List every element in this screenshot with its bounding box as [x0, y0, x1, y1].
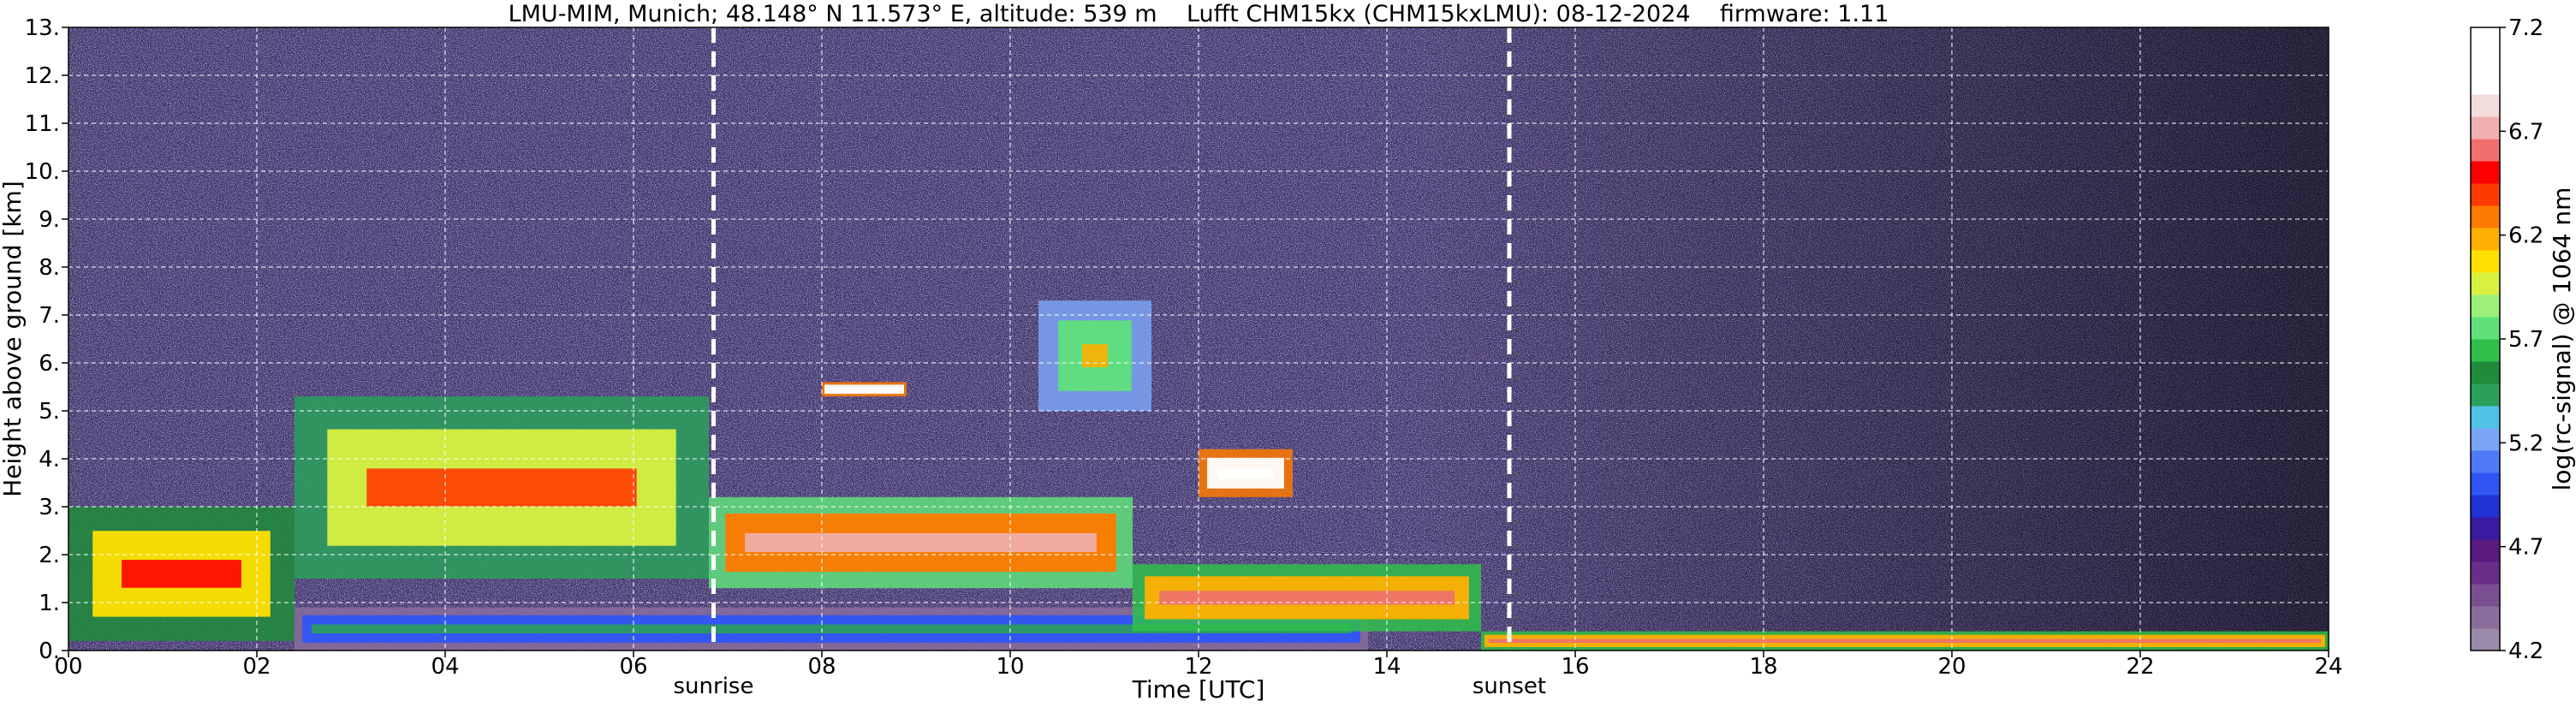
colorbar-swatch	[2471, 584, 2500, 607]
x-tick-label: 04	[431, 654, 459, 680]
colorbar-label: log(rc-signal) @ 1064 nm	[2548, 187, 2576, 491]
colorbar-swatch	[2471, 472, 2500, 496]
colorbar-tick-label: 4.2	[2508, 639, 2543, 664]
y-tick-label: 5.	[39, 399, 60, 425]
feature-peak	[1159, 591, 1455, 605]
feature-peak	[311, 624, 1352, 634]
grid	[68, 27, 2329, 651]
colorbar-swatch	[2471, 272, 2500, 295]
colorbar-swatch	[2471, 250, 2500, 273]
colorbar-ticks: 4.2 4.7 5.2 5.7 6.2 6.7 7.2	[2500, 15, 2543, 664]
x-tick-label: 14	[1372, 654, 1401, 680]
colorbar-tick-label: 5.2	[2508, 431, 2543, 456]
y-tick-label: 7.	[39, 303, 60, 329]
y-tick-label: 8.	[39, 255, 60, 281]
colorbar-swatch	[2471, 183, 2500, 206]
colorbar-swatch	[2471, 50, 2500, 73]
colorbar-swatch	[2471, 428, 2500, 451]
colorbar-swatch	[2471, 72, 2500, 95]
chart-title: LMU-MIM, Munich; 48.148° N 11.573° E, al…	[509, 1, 1889, 27]
colorbar-swatch	[2471, 383, 2500, 407]
colorbar-swatch	[2471, 361, 2500, 384]
y-axis: 0. 1. 2. 3. 4. 5. 6. 7. 8. 9. 10. 11. 12. 13.	[25, 15, 68, 664]
colorbar-tick-label: 6.7	[2508, 119, 2543, 145]
colorbar-swatch	[2471, 406, 2500, 429]
y-tick-label: 3.	[39, 495, 60, 520]
colorbar-tick-label: 4.7	[2508, 535, 2543, 561]
sun-labels: sunrise sunset	[674, 674, 1547, 699]
x-tick-label: 02	[242, 654, 271, 680]
x-tick-label: 20	[1937, 654, 1966, 680]
x-tick-label: 18	[1749, 654, 1777, 680]
colorbar-swatch	[2471, 139, 2500, 162]
colorbar-tick-label: 7.2	[2508, 15, 2543, 41]
y-tick-label: 0.	[39, 639, 60, 664]
colorbar	[2470, 27, 2501, 651]
feature-peak	[1488, 639, 2322, 644]
colorbar-swatch	[2471, 517, 2500, 540]
x-tick-label: 24	[2314, 654, 2342, 680]
colorbar-swatch	[2471, 205, 2500, 229]
y-tick-label: 2.	[39, 543, 60, 568]
y-tick-label: 11.	[25, 111, 60, 137]
feature-peak	[745, 532, 1097, 553]
x-tick-label: 12	[1184, 654, 1212, 680]
feature-peak	[366, 468, 637, 507]
x-tick-label: 10	[996, 654, 1024, 680]
colorbar-swatch	[2471, 27, 2500, 50]
y-tick-label: 1.	[39, 591, 60, 616]
colorbar-swatch	[2471, 628, 2500, 651]
colorbar-swatch	[2471, 450, 2500, 473]
x-tick-label: 08	[807, 654, 836, 680]
colorbar-tick-label: 5.7	[2508, 327, 2543, 353]
sunset-label: sunset	[1472, 674, 1546, 699]
x-tick-label: 16	[1561, 654, 1589, 680]
night-darkening	[1421, 27, 2329, 651]
y-tick-label: 12.	[25, 63, 60, 89]
x-tick-label: 00	[54, 654, 82, 680]
x-tick-label: 22	[2126, 654, 2154, 680]
feature-peak	[1217, 467, 1274, 478]
y-tick-label: 6.	[39, 351, 60, 377]
colorbar-swatch	[2471, 539, 2500, 562]
x-tick-label: 06	[619, 654, 647, 680]
y-tick-label: 4.	[39, 447, 60, 472]
feature-peak	[122, 560, 241, 588]
x-axis: 00 02 04 06 08 10 12 14 16 18 20 22 24	[54, 651, 2343, 680]
colorbar-swatch	[2471, 495, 2500, 518]
sunrise-label: sunrise	[674, 674, 754, 699]
colorbar-swatch	[2471, 116, 2500, 140]
y-tick-label: 10.	[25, 159, 60, 185]
colorbar-swatch	[2471, 294, 2500, 318]
y-tick-label: 13.	[25, 15, 60, 41]
colorbar-swatch	[2471, 94, 2500, 117]
colorbar-swatch	[2471, 228, 2500, 251]
colorbar-swatch	[2471, 561, 2500, 585]
colorbar-tick-label: 6.2	[2508, 223, 2543, 249]
feature-peak	[1082, 344, 1108, 367]
feature-peak	[827, 388, 901, 391]
colorbar-swatch	[2471, 161, 2500, 184]
colorbar-swatch	[2471, 339, 2500, 362]
x-axis-label: Time [UTC]	[1132, 675, 1265, 704]
y-tick-label: 9.	[39, 207, 60, 233]
y-axis-label: Height above ground [km]	[0, 181, 27, 497]
colorbar-swatch	[2471, 317, 2500, 340]
colorbar-swatch	[2471, 606, 2500, 629]
sun-lines	[711, 27, 1512, 651]
